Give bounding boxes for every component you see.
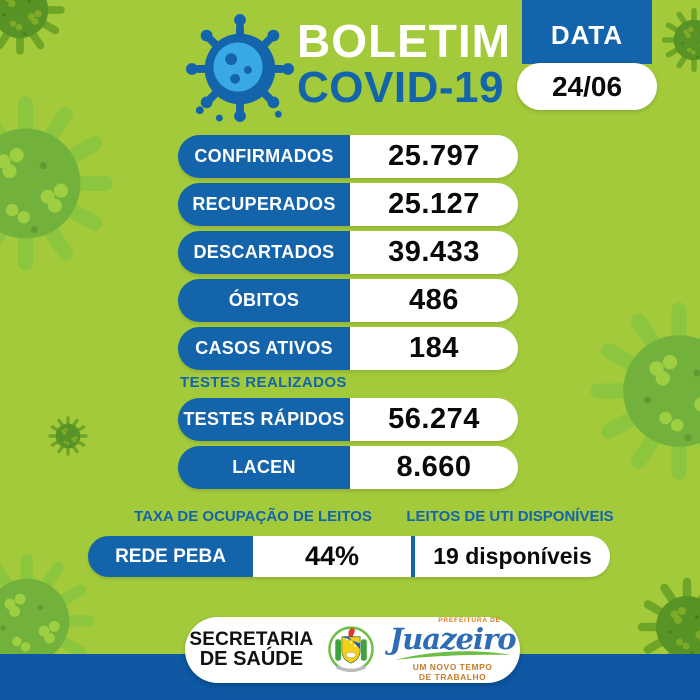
stat-row-recuperados: RECUPERADOS 25.127 <box>178 183 518 226</box>
stat-value: 25.797 <box>350 135 518 178</box>
stat-label: CONFIRMADOS <box>178 135 350 178</box>
date-label: DATA <box>550 19 624 50</box>
stat-row-confirmados: CONFIRMADOS 25.797 <box>178 135 518 178</box>
icu-beds-label: LEITOS DE UTI DISPONÍVEIS <box>406 508 614 525</box>
bed-occupancy-label: TAXA DE OCUPAÇÃO DE LEITOS <box>134 508 372 525</box>
virus-decoration-right-large <box>580 292 700 490</box>
network-label: REDE PEBA <box>88 536 253 577</box>
slogan-text: UM NOVO TEMPO DE TRABALHO <box>389 662 515 682</box>
secretariat-line1: SECRETARIA <box>189 628 314 650</box>
stat-row-descartados: DESCARTADOS 39.433 <box>178 231 518 274</box>
health-secretariat-wordmark: SECRETARIA DE SAÚDE <box>189 628 314 671</box>
date-value-pill: 24/06 <box>517 63 657 110</box>
virus-decoration-left-large <box>0 86 123 281</box>
city-name-script: Juazeiro <box>389 622 516 657</box>
prefecture-logo: PREFEITURA DE Juazeiro UM NOVO TEMPO DE … <box>389 616 516 683</box>
city-coat-of-arms-icon <box>328 626 375 672</box>
stat-value: 184 <box>350 327 518 370</box>
footer-logo-panel: SECRETARIA DE SAÚDE PREFEITURA DE Juazei… <box>185 617 520 683</box>
stat-value: 8.660 <box>350 446 518 489</box>
slogan-line2: DE TRABALHO <box>418 672 487 683</box>
stat-row-lacen: LACEN 8.660 <box>178 446 518 489</box>
main-stats-list: CONFIRMADOS 25.797 RECUPERADOS 25.127 DE… <box>178 135 518 370</box>
slogan-line1: UM NOVO TEMPO <box>412 662 493 673</box>
stat-label: RECUPERADOS <box>178 183 350 226</box>
icu-available-value: 19 disponíveis <box>415 536 610 577</box>
title-line-covid19: COVID-19 <box>297 63 504 112</box>
occupancy-value: 44% <box>253 536 411 577</box>
tests-section-label: TESTES REALIZADOS <box>180 374 347 391</box>
stat-label: CASOS ATIVOS <box>178 327 350 370</box>
stat-label: LACEN <box>178 446 350 489</box>
stat-value: 486 <box>350 279 518 322</box>
virus-decoration-left-small <box>48 416 88 456</box>
bulletin-title: BOLETIM COVID-19 <box>297 18 511 110</box>
stat-row-obitos: ÓBITOS 486 <box>178 279 518 322</box>
stat-row-testes-rapidos: TESTES RÁPIDOS 56.274 <box>178 398 518 441</box>
date-value: 24/06 <box>551 70 623 102</box>
virus-decoration-top-right <box>658 4 700 76</box>
stat-label: TESTES RÁPIDOS <box>178 398 350 441</box>
stat-value: 56.274 <box>350 398 518 441</box>
stat-label: DESCARTADOS <box>178 231 350 274</box>
vertical-divider <box>411 536 415 577</box>
swoosh-underline <box>394 651 511 661</box>
secretariat-line2: DE SAÚDE <box>199 648 304 671</box>
title-line-boletim: BOLETIM <box>297 15 511 67</box>
virus-icon <box>186 14 294 122</box>
date-label-box: DATA <box>522 0 652 64</box>
stat-value: 39.433 <box>350 231 518 274</box>
tests-stats-list: TESTES RÁPIDOS 56.274 LACEN 8.660 <box>178 398 518 489</box>
beds-stat-row: REDE PEBA 44% 19 disponíveis <box>88 536 610 577</box>
stat-label: ÓBITOS <box>178 279 350 322</box>
virus-decoration-corner-top-left <box>0 0 70 60</box>
prefeitura-label: PREFEITURA DE <box>438 616 501 624</box>
stat-value: 25.127 <box>350 183 518 226</box>
stat-row-casos-ativos: CASOS ATIVOS 184 <box>178 327 518 370</box>
